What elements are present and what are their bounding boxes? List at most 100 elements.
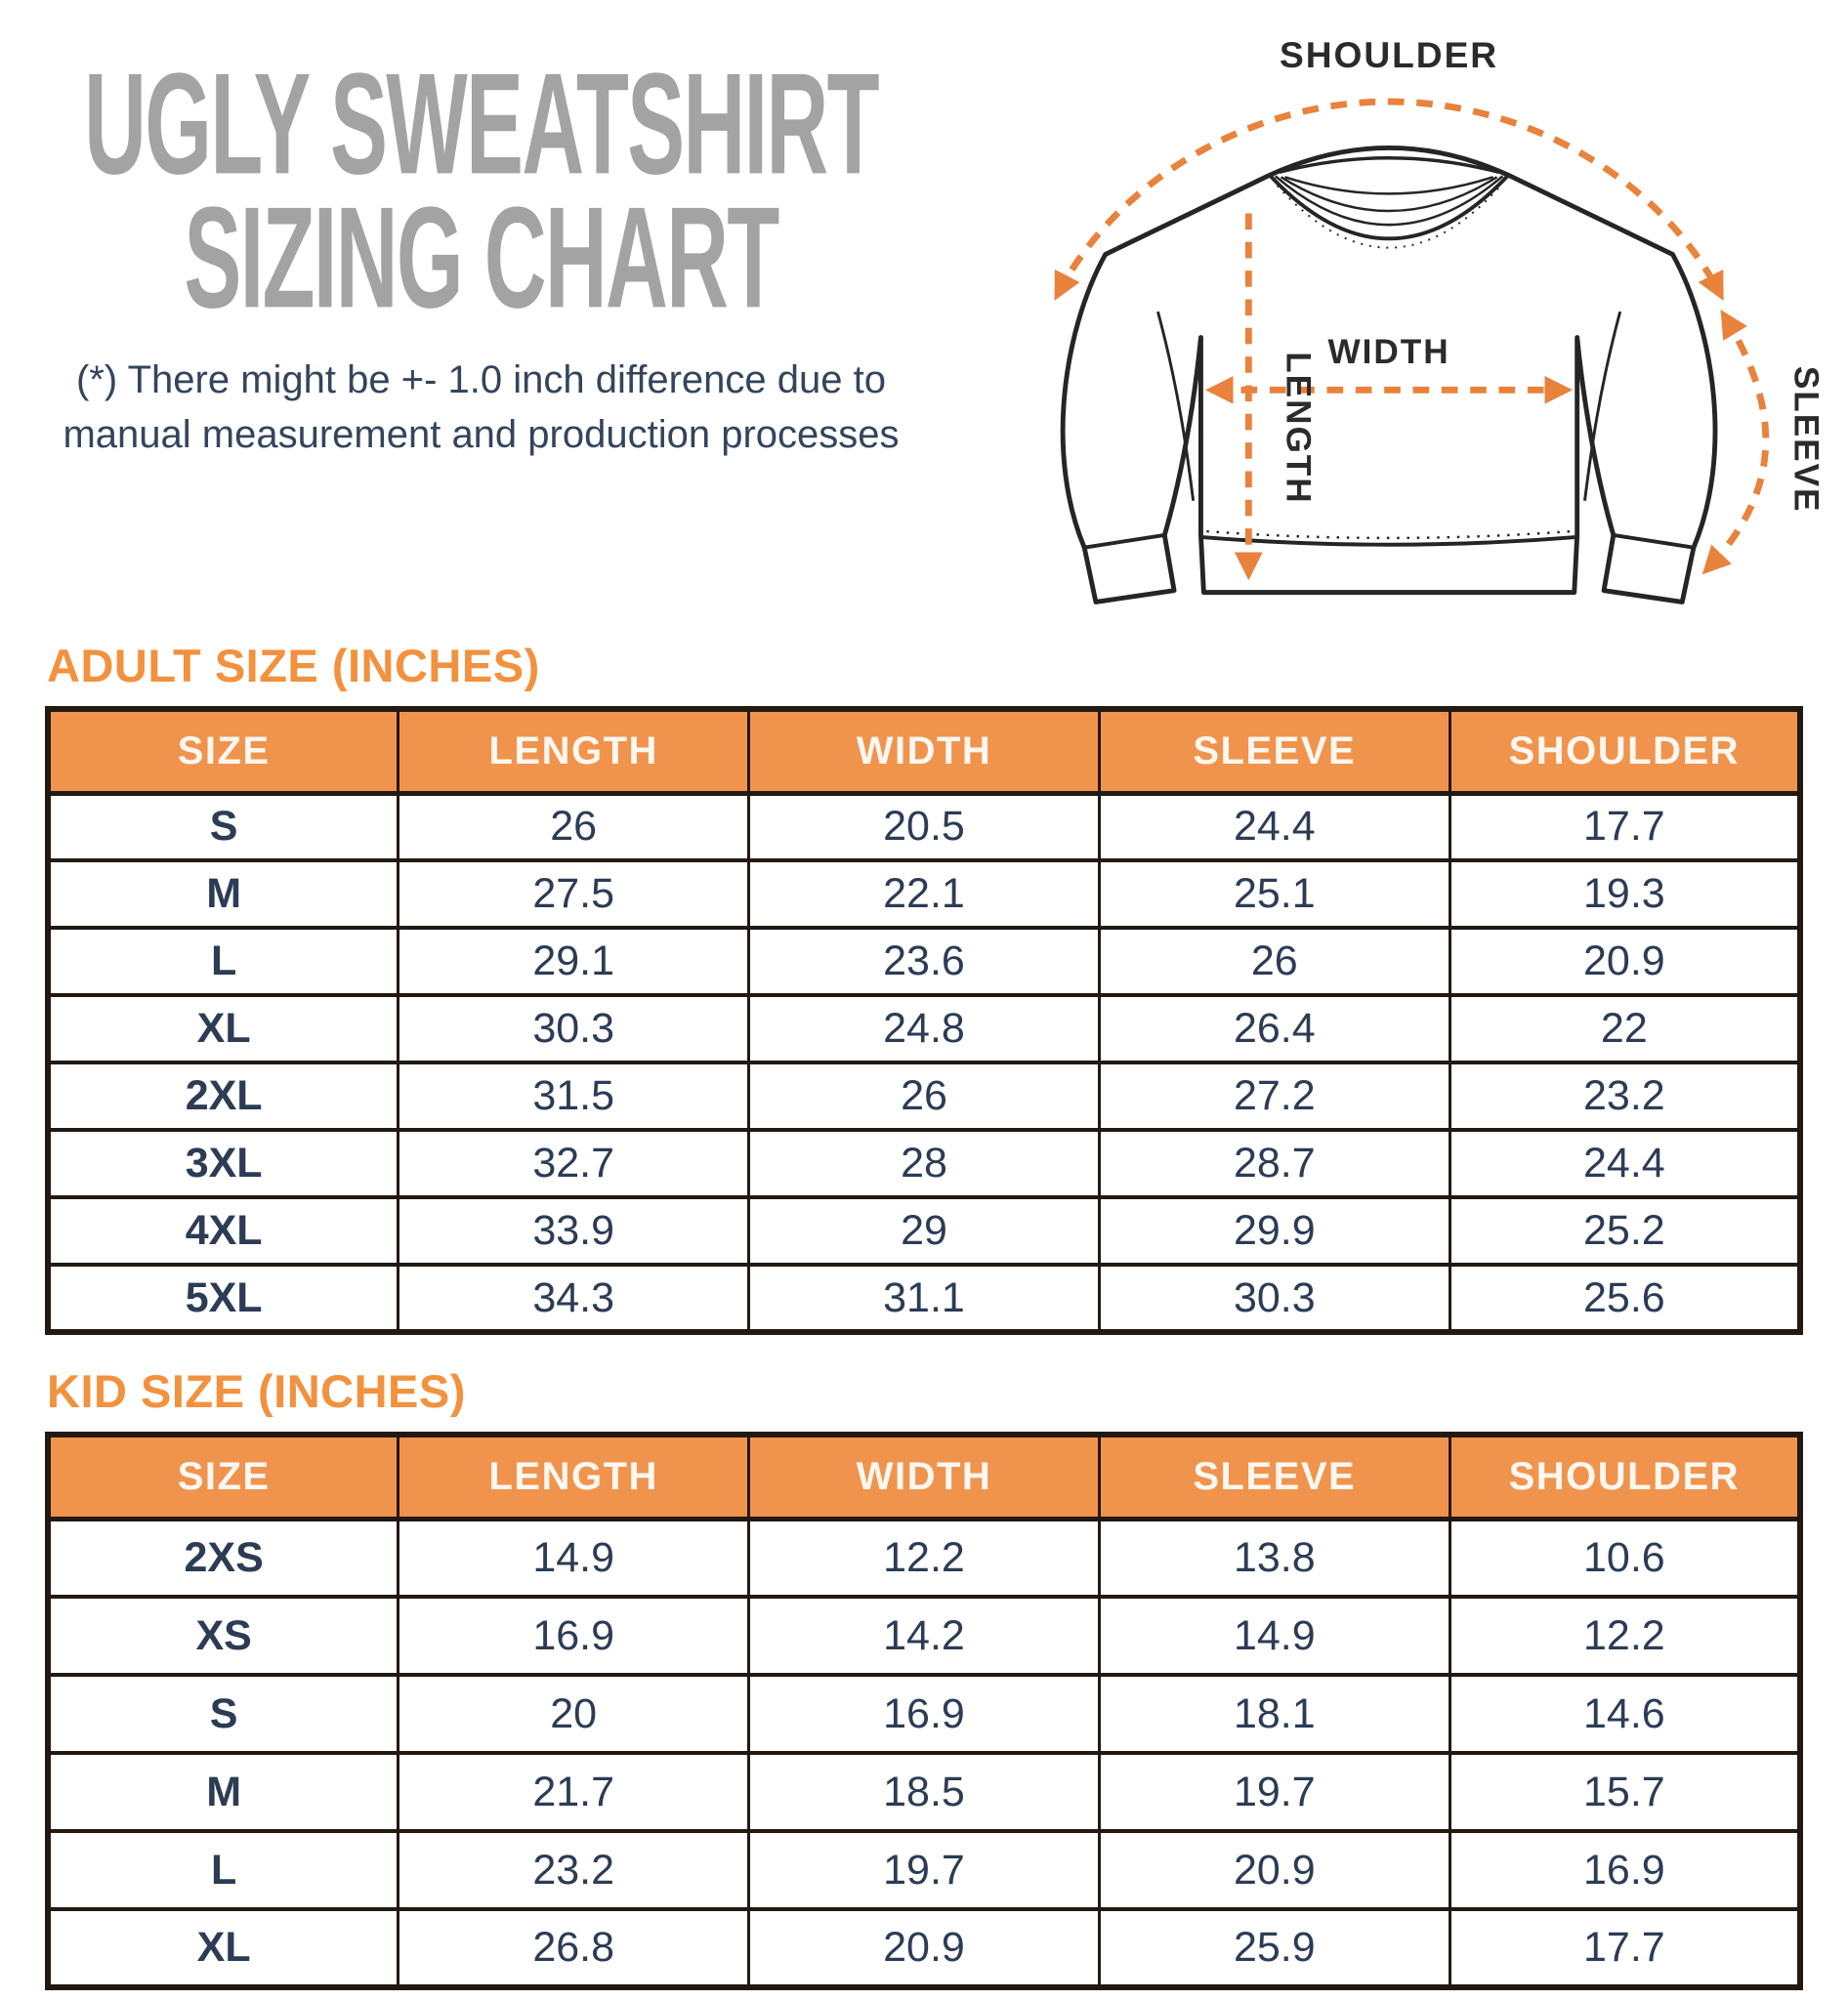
top-section: UGLY SWEATSHIRT SIZING CHART (*) There m… (0, 0, 1848, 633)
value-cell: 23.6 (747, 926, 1101, 997)
length-label: LENGTH (1279, 352, 1317, 504)
size-cell: 3XL (46, 1128, 400, 1199)
value-cell: 20 (397, 1673, 751, 1755)
page-title: UGLY SWEATSHIRT SIZING CHART (0, 44, 962, 339)
value-cell: 23.2 (397, 1829, 751, 1911)
value-cell: 16.9 (1448, 1829, 1802, 1911)
measurement-arrows (1054, 98, 1770, 581)
value-cell: 14.2 (747, 1595, 1101, 1677)
value-cell: 14.9 (397, 1517, 751, 1599)
value-cell: 33.9 (397, 1195, 751, 1267)
value-cell: 26 (1097, 926, 1451, 997)
size-cell: S (46, 791, 400, 862)
value-cell: 30.3 (397, 993, 751, 1064)
value-cell: 19.3 (1448, 858, 1802, 930)
size-cell: 2XL (46, 1061, 400, 1132)
value-cell: 14.9 (1097, 1595, 1451, 1677)
sleeve-label: SLEEVE (1787, 366, 1822, 514)
shoulder-arrow (1054, 98, 1724, 301)
value-cell: 31.5 (397, 1061, 751, 1132)
table-row: M 27.5 22.1 25.1 19.3 (46, 858, 1802, 930)
header-cell-width: WIDTH (747, 706, 1101, 796)
value-cell: 31.1 (747, 1263, 1101, 1334)
diagram-block: SHOULDER WIDTH LENGTH SLEEVE (962, 0, 1848, 633)
header-cell-length: LENGTH (397, 1432, 751, 1521)
size-cell: M (46, 1751, 400, 1833)
table-row: 2XL 31.5 26 27.2 23.2 (46, 1061, 1802, 1132)
kid-size-table: SIZE LENGTH WIDTH SLEEVE SHOULDER 2XS 14.9 12.… (45, 1432, 1803, 1990)
sweatshirt-outline (1060, 146, 1718, 604)
header-cell-sleeve: SLEEVE (1097, 706, 1451, 796)
header-cell-sleeve: SLEEVE (1097, 1432, 1451, 1521)
shoulder-label: SHOULDER (1280, 34, 1498, 75)
value-cell: 25.1 (1097, 858, 1451, 930)
value-cell: 14.6 (1448, 1673, 1802, 1755)
table-row: XL 30.3 24.8 26.4 22 (46, 993, 1802, 1064)
table-row: M 21.7 18.5 19.7 15.7 (46, 1751, 1802, 1833)
value-cell: 27.2 (1097, 1061, 1451, 1132)
size-cell: XS (46, 1595, 400, 1677)
adult-header-row: SIZE LENGTH WIDTH SLEEVE SHOULDER (46, 706, 1802, 796)
size-cell: L (46, 926, 400, 997)
adult-size-table: SIZE LENGTH WIDTH SLEEVE SHOULDER S 26 20.5 24.… (45, 706, 1803, 1335)
value-cell: 23.2 (1448, 1061, 1802, 1132)
disclaimer-line1: (*) There might be +- 1.0 inch differenc… (75, 357, 886, 401)
value-cell: 12.2 (747, 1517, 1101, 1599)
value-cell: 12.2 (1448, 1595, 1802, 1677)
value-cell: 21.7 (397, 1751, 751, 1833)
table-row: 4XL 33.9 29 29.9 25.2 (46, 1195, 1802, 1267)
value-cell: 26 (747, 1061, 1101, 1132)
value-cell: 26 (397, 791, 751, 862)
table-row: S 20 16.9 18.1 14.6 (46, 1673, 1802, 1755)
value-cell: 34.3 (397, 1263, 751, 1334)
table-row: L 29.1 23.6 26 20.9 (46, 926, 1802, 997)
table-row: S 26 20.5 24.4 17.7 (46, 791, 1802, 862)
value-cell: 13.8 (1097, 1517, 1451, 1599)
value-cell: 28 (747, 1128, 1101, 1199)
size-cell: S (46, 1673, 400, 1755)
sweatshirt-diagram: SHOULDER WIDTH LENGTH SLEEVE (1054, 34, 1822, 604)
header-cell-length: LENGTH (397, 706, 751, 796)
size-cell: M (46, 858, 400, 930)
value-cell: 29 (747, 1195, 1101, 1267)
value-cell: 24.4 (1097, 791, 1451, 862)
value-cell: 16.9 (397, 1595, 751, 1677)
value-cell: 22.1 (747, 858, 1101, 930)
value-cell: 29.1 (397, 926, 751, 997)
value-cell: 19.7 (747, 1829, 1101, 1911)
value-cell: 30.3 (1097, 1263, 1451, 1334)
size-cell: 4XL (46, 1195, 400, 1267)
size-cell: 5XL (46, 1263, 400, 1334)
value-cell: 25.6 (1448, 1263, 1802, 1334)
table-row: XL 26.8 20.9 25.9 17.7 (46, 1907, 1802, 1989)
value-cell: 24.4 (1448, 1128, 1802, 1199)
value-cell: 24.8 (747, 993, 1101, 1064)
adult-size-heading: ADULT SIZE (INCHES) (47, 640, 540, 691)
disclaimer-line2: manual measurement and production proces… (63, 413, 900, 457)
value-cell: 20.9 (747, 1907, 1101, 1989)
header-cell-size: SIZE (46, 1432, 400, 1521)
value-cell: 32.7 (397, 1128, 751, 1199)
header-cell-width: WIDTH (747, 1432, 1101, 1521)
value-cell: 17.7 (1448, 1907, 1802, 1989)
value-cell: 26.8 (397, 1907, 751, 1989)
size-cell: XL (46, 993, 400, 1064)
value-cell: 28.7 (1097, 1128, 1451, 1199)
sleeve-arrow (1701, 309, 1770, 575)
kid-size-heading: KID SIZE (INCHES) (47, 1365, 466, 1417)
width-label: WIDTH (1328, 333, 1450, 371)
table-row: XS 16.9 14.2 14.9 12.2 (46, 1595, 1802, 1677)
header-cell-shoulder: SHOULDER (1448, 706, 1802, 796)
table-row: L 23.2 19.7 20.9 16.9 (46, 1829, 1802, 1911)
table-row: 3XL 32.7 28 28.7 24.4 (46, 1128, 1802, 1199)
size-cell: 2XS (46, 1517, 400, 1599)
table-row: 2XS 14.9 12.2 13.8 10.6 (46, 1517, 1802, 1599)
value-cell: 27.5 (397, 858, 751, 930)
value-cell: 18.1 (1097, 1673, 1451, 1755)
value-cell: 16.9 (747, 1673, 1101, 1755)
value-cell: 20.5 (747, 791, 1101, 862)
page-title-line1: UGLY SWEATSHIRT (84, 44, 879, 206)
table-row: 5XL 34.3 31.1 30.3 25.6 (46, 1263, 1802, 1334)
size-cell: L (46, 1829, 400, 1911)
